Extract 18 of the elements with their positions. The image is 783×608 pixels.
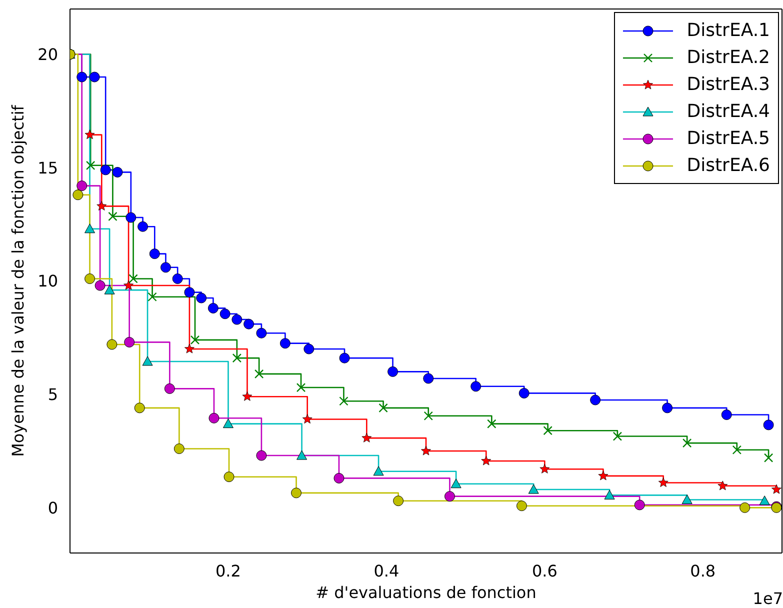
legend-label: DistrEA.3 <box>686 74 770 95</box>
y-axis-title: Moyenne de la valeur de la fonction objectif <box>8 104 28 457</box>
y-tick-label: 0 <box>48 498 58 518</box>
text: 1e7 <box>752 589 783 608</box>
x-tick-label: 0.6 <box>532 561 558 580</box>
y-tick-label: 15 <box>38 158 58 178</box>
x-tick-label: 0.8 <box>690 561 716 580</box>
legend-label: DistrEA.1 <box>686 20 770 41</box>
legend-label: DistrEA.5 <box>686 128 770 149</box>
legend-label: DistrEA.6 <box>686 155 770 176</box>
x-axis-title: # d'evaluations de fonction <box>316 583 536 602</box>
y-tick-label: 20 <box>38 45 58 64</box>
x-tick-label: 0.4 <box>374 561 400 580</box>
x-tick-label: 0.2 <box>215 561 241 580</box>
legend-label: DistrEA.2 <box>686 47 770 68</box>
y-tick-label: 5 <box>48 385 58 404</box>
legend-label: DistrEA.4 <box>686 101 770 122</box>
y-tick-label: 10 <box>38 272 58 291</box>
